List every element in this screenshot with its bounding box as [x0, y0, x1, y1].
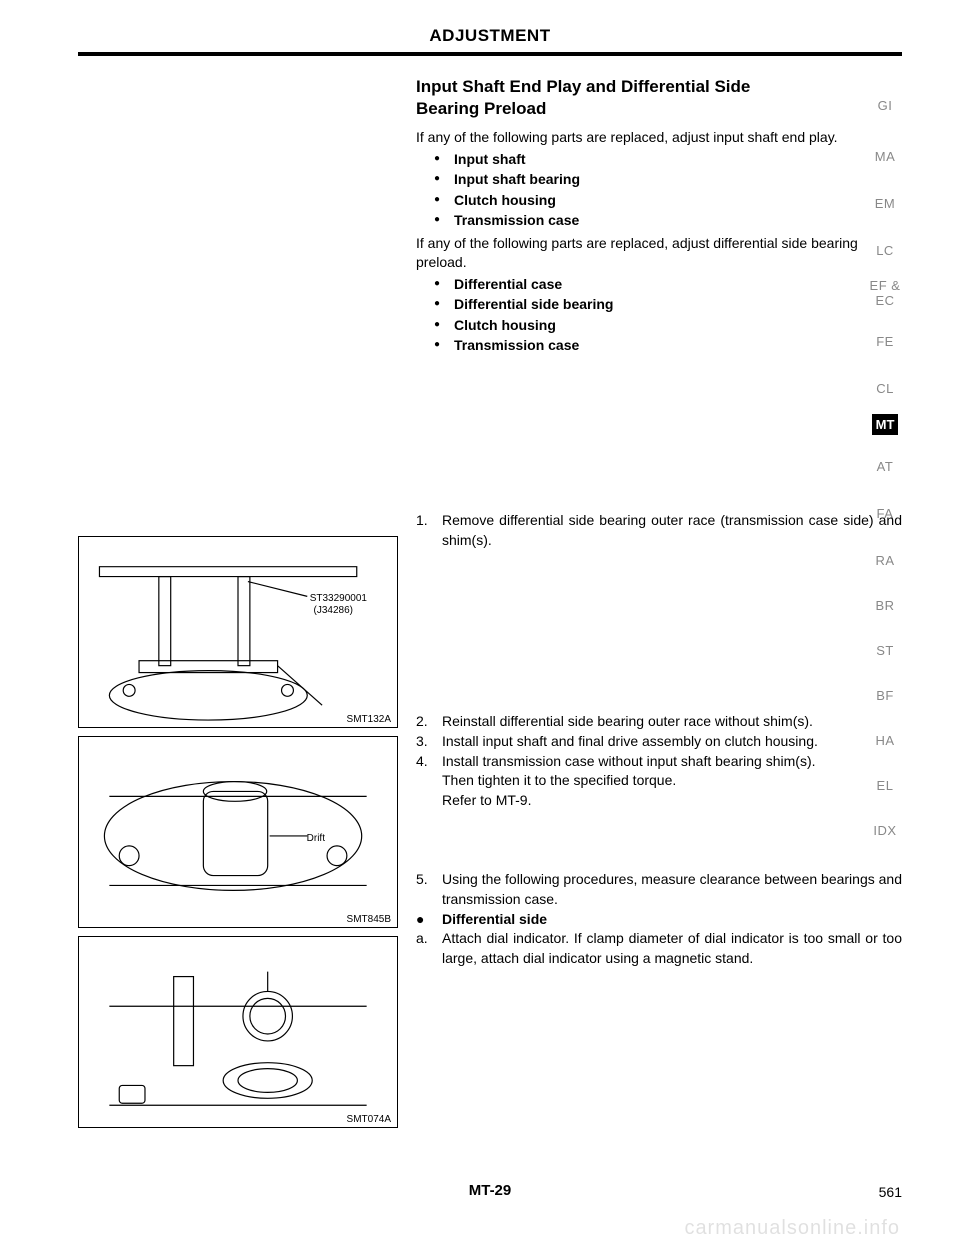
footer: MT-29 561 [78, 1182, 902, 1200]
watermark: carmanualsonline.info [684, 1217, 900, 1240]
right-column: Input Shaft End Play and Differential Si… [398, 76, 902, 1136]
figure-2: Drift SMT845B [78, 736, 398, 928]
list2-item: Transmission case [434, 335, 902, 355]
step-2-text: Reinstall differential side bearing oute… [442, 712, 813, 732]
list2-item: Clutch housing [434, 315, 902, 335]
step-2-num: 2. [416, 712, 442, 732]
step-5-bullet-label: Differential side [442, 910, 547, 930]
intro-1: If any of the following parts are replac… [416, 128, 902, 147]
list1-item: Input shaft bearing [434, 169, 902, 189]
step-4-text: Install transmission case without input … [442, 752, 816, 811]
section-title-line2: Bearing Preload [416, 98, 902, 120]
step-3: 3. Install input shaft and final drive a… [416, 732, 902, 752]
body: ST33290001 (J34286) SMT132A [78, 76, 902, 1136]
parts-list-2: Differential case Differential side bear… [416, 274, 902, 355]
footer-page-code: MT-29 [469, 1182, 512, 1199]
step-5: 5. Using the following procedures, measu… [416, 870, 902, 909]
list1-item: Transmission case [434, 210, 902, 230]
figure-1-tool-no: ST33290001 [310, 593, 367, 604]
header: ADJUSTMENT [78, 26, 902, 50]
step-5-bullet: ● Differential side [416, 910, 902, 930]
step-1: 1. Remove differential side bearing oute… [416, 511, 902, 550]
step-5-text: Using the following procedures, measure … [442, 870, 902, 909]
left-column: ST33290001 (J34286) SMT132A [78, 76, 398, 1136]
figure-1-tool-alt: (J34286) [314, 605, 353, 616]
intro-2: If any of the following parts are replac… [416, 234, 902, 272]
step-3-num: 3. [416, 732, 442, 752]
step-5a: a. Attach dial indicator. If clamp diame… [416, 929, 902, 968]
list2-item: Differential side bearing [434, 294, 902, 314]
figure-1-label: SMT132A [347, 714, 391, 725]
step-4-num: 4. [416, 752, 442, 811]
list1-item: Input shaft [434, 149, 902, 169]
footer-page-number: 561 [879, 1184, 902, 1200]
bullet-icon: ● [416, 910, 442, 930]
list1-item: Clutch housing [434, 190, 902, 210]
step-5-num: 5. [416, 870, 442, 909]
figure-2-note: Drift [307, 833, 325, 844]
step-2: 2. Reinstall differential side bearing o… [416, 712, 902, 732]
header-section: ADJUSTMENT [429, 26, 550, 45]
figure-1-illustration [79, 537, 397, 727]
section-title-line1: Input Shaft End Play and Differential Si… [416, 76, 902, 98]
page: ADJUSTMENT GI MA EM LC EF & EC FE CL MT … [78, 26, 902, 1212]
parts-list-1: Input shaft Input shaft bearing Clutch h… [416, 149, 902, 230]
step-5a-num: a. [416, 929, 442, 968]
step-5a-text: Attach dial indicator. If clamp diameter… [442, 929, 902, 968]
figure-3-label: SMT074A [347, 1114, 391, 1125]
header-rule [78, 52, 902, 56]
figure-3: SMT074A [78, 936, 398, 1128]
step-1-num: 1. [416, 511, 442, 550]
step-4: 4. Install transmission case without inp… [416, 752, 902, 811]
figure-2-illustration [79, 737, 397, 927]
step-1-text: Remove differential side bearing outer r… [442, 511, 902, 550]
list2-item: Differential case [434, 274, 902, 294]
figure-2-label: SMT845B [347, 914, 391, 925]
figure-3-illustration [79, 937, 397, 1127]
step-3-text: Install input shaft and final drive asse… [442, 732, 818, 752]
figure-1: ST33290001 (J34286) SMT132A [78, 536, 398, 728]
